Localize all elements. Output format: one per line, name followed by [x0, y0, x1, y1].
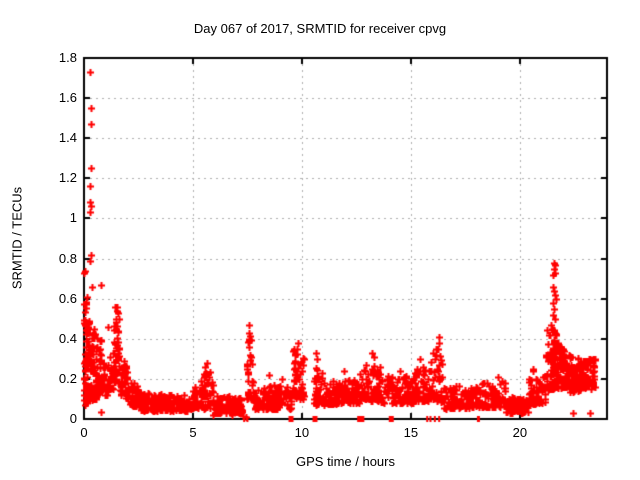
chart-title: Day 067 of 2017, SRMTID for receiver cpv… [193, 21, 447, 36]
y-tick-label: 1.4 [58, 130, 77, 146]
x-tick-label: 10 [294, 425, 310, 440]
y-tick-label: 1.8 [58, 50, 77, 65]
x-tick-label: 0 [80, 425, 88, 440]
x-tick-label: 5 [189, 425, 197, 440]
y-tick-label: 0.6 [58, 290, 77, 306]
y-tick-label: 0.8 [58, 250, 77, 266]
y-tick-label: 1 [69, 210, 77, 226]
x-tick-label: 20 [512, 425, 528, 440]
y-tick-label: 0 [69, 411, 77, 426]
y-axis-label: SRMTID / TECUs [9, 186, 25, 290]
x-axis-label: GPS time / hours [296, 454, 395, 469]
x-tick-label: 15 [403, 425, 419, 440]
y-tick-label: 0.2 [58, 370, 77, 386]
y-tick-label: 1.2 [58, 170, 77, 186]
y-tick-label: 1.6 [58, 90, 77, 106]
y-tick-label: 0.4 [58, 330, 77, 346]
